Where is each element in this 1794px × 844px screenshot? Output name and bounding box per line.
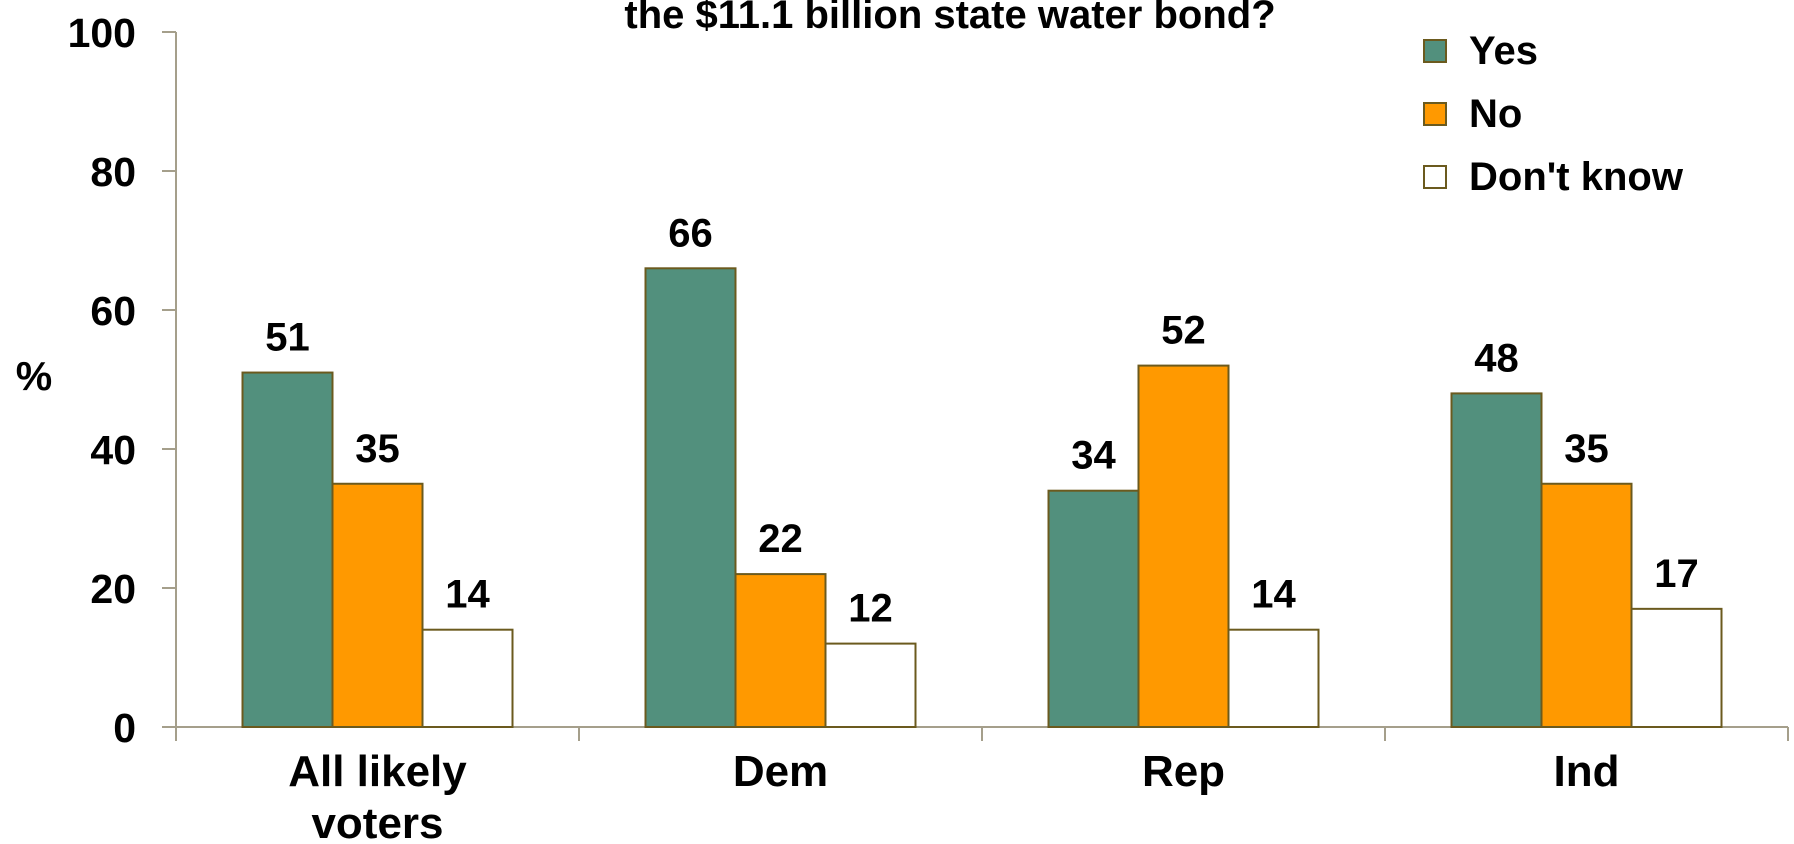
data-label: 48 (1474, 336, 1519, 380)
category-label: All likely (288, 747, 467, 796)
y-tick-label: 100 (68, 10, 136, 56)
bar-don-t-know-0 (421, 628, 514, 729)
legend-swatch (1423, 39, 1447, 63)
data-label: 35 (1564, 427, 1609, 471)
y-tick-label: 40 (90, 427, 136, 473)
bar-don-t-know-1 (824, 642, 917, 728)
legend-label: Yes (1469, 29, 1538, 73)
data-label: 17 (1654, 552, 1699, 596)
category-label: Rep (1142, 747, 1225, 796)
bar-don-t-know-3 (1630, 607, 1723, 728)
legend-swatch (1423, 165, 1447, 189)
bar-no-3 (1540, 482, 1633, 728)
data-labels: 51 35 14 66 22 12 34 52 14 48 35 17 (265, 211, 1699, 630)
y-tick-label: 60 (90, 288, 136, 334)
legend: Yes No Don't know (1423, 29, 1684, 199)
data-label: 51 (265, 316, 310, 360)
category-label: Dem (733, 747, 828, 796)
data-label: 66 (668, 211, 713, 255)
legend-label: No (1469, 92, 1522, 136)
y-tick-label: 20 (90, 566, 136, 612)
bar-yes-2 (1047, 489, 1140, 729)
y-tick-label: 0 (113, 705, 136, 751)
bar-don-t-know-2 (1227, 628, 1320, 729)
data-label: 22 (758, 517, 803, 561)
y-axis-label: % (16, 353, 52, 399)
bar-no-0 (331, 482, 424, 728)
chart-title: the $11.1 billion state water bond? (624, 0, 1275, 37)
data-label: 12 (848, 587, 893, 631)
data-label: 14 (445, 573, 490, 617)
bar-yes-1 (644, 267, 737, 728)
data-label: 52 (1161, 309, 1206, 353)
y-tick-label: 80 (90, 149, 136, 195)
bar-yes-3 (1450, 392, 1543, 728)
bar-yes-0 (241, 371, 334, 728)
bar-no-1 (734, 573, 827, 728)
data-label: 35 (355, 427, 400, 471)
bars (241, 267, 1723, 729)
legend-swatch (1423, 102, 1447, 126)
category-label: voters (311, 799, 443, 844)
category-label: Ind (1554, 747, 1620, 796)
bar-no-2 (1137, 364, 1230, 728)
data-label: 34 (1071, 434, 1116, 478)
legend-label: Don't know (1469, 155, 1684, 199)
data-label: 14 (1251, 573, 1296, 617)
